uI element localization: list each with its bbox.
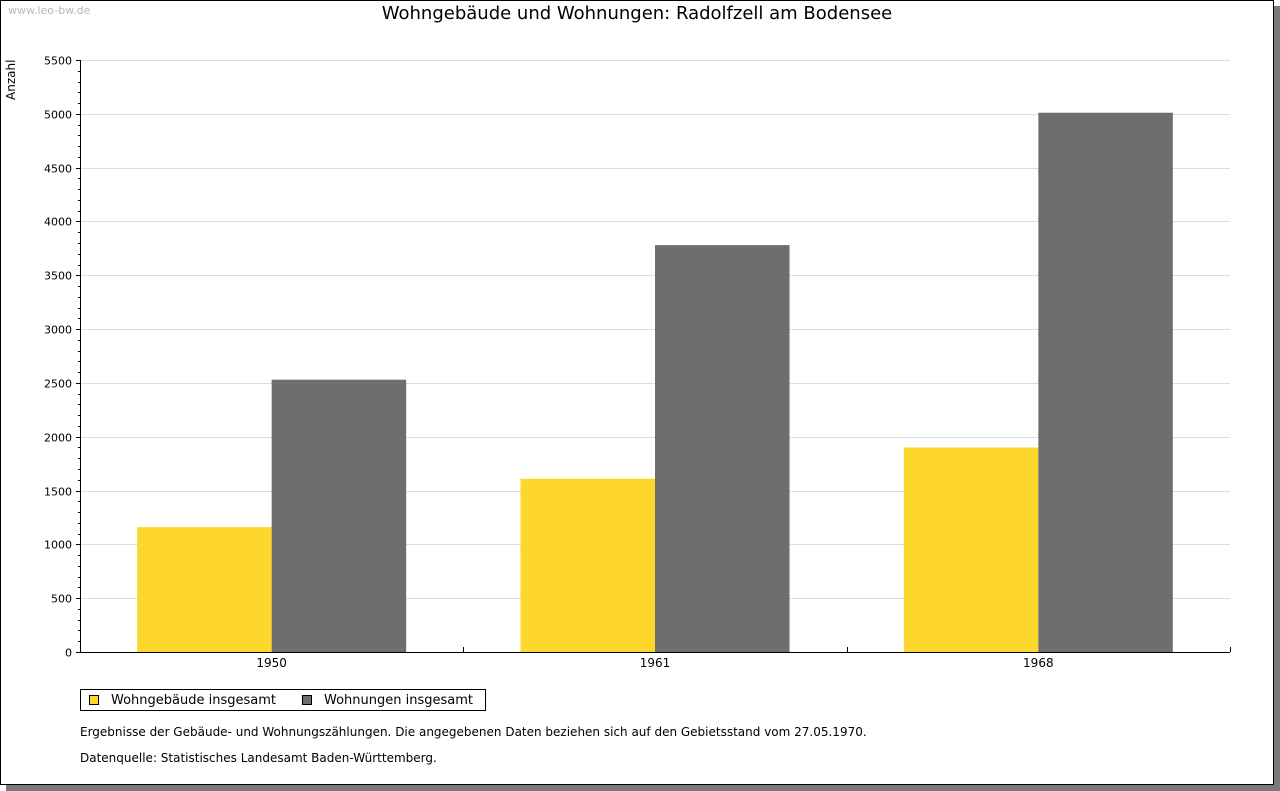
legend-item-wohnungen: Wohnungen insgesamt <box>302 693 473 708</box>
legend-label-wohngebaeude: Wohngebäude insgesamt <box>111 692 276 708</box>
legend: Wohngebäude insgesamt Wohnungen insgesam… <box>80 689 486 711</box>
legend-swatch-wohnungen <box>302 695 312 705</box>
x-tick-label: 1950 <box>256 656 287 670</box>
bar-1950-wohngebaeude <box>137 527 272 652</box>
legend-swatch-wohngebaeude <box>89 695 99 705</box>
x-tick-label: 1961 <box>640 656 671 670</box>
y-tick-label: 3500 <box>44 270 72 283</box>
legend-item-wohngebaeude: Wohngebäude insgesamt <box>89 693 276 708</box>
y-tick-label: 5000 <box>44 109 72 122</box>
x-tick-label: 1968 <box>1023 656 1054 670</box>
y-tick-label: 4000 <box>44 216 72 229</box>
y-tick-label: 3000 <box>44 324 72 337</box>
legend-label-wohnungen: Wohnungen insgesamt <box>324 692 473 708</box>
y-tick-label: 4500 <box>44 163 72 176</box>
bar-1968-wohngebaeude <box>903 447 1039 652</box>
watermark: www.leo-bw.de <box>8 4 91 17</box>
chart-description: Ergebnisse der Gebäude- und Wohnungszähl… <box>80 725 867 739</box>
y-tick-label: 2500 <box>44 378 72 391</box>
frame-shadow-right <box>1274 6 1280 791</box>
y-tick-label: 0 <box>65 647 72 660</box>
y-tick-label: 500 <box>51 593 72 606</box>
data-source: Datenquelle: Statistisches Landesamt Bad… <box>80 751 437 765</box>
bar-1961-wohngebaeude <box>520 478 655 652</box>
chart-title: Wohngebäude und Wohnungen: Radolfzell am… <box>381 3 893 24</box>
frame-shadow-bottom <box>6 785 1280 791</box>
y-tick-label: 5500 <box>44 55 72 68</box>
bar-1950-wohnungen <box>271 379 407 652</box>
y-tick-label: 2000 <box>44 432 72 445</box>
y-tick-label: 1000 <box>44 539 72 552</box>
bar-1961-wohnungen <box>655 245 790 652</box>
bar-1968-wohnungen <box>1038 112 1173 652</box>
y-tick-label: 1500 <box>44 486 72 499</box>
